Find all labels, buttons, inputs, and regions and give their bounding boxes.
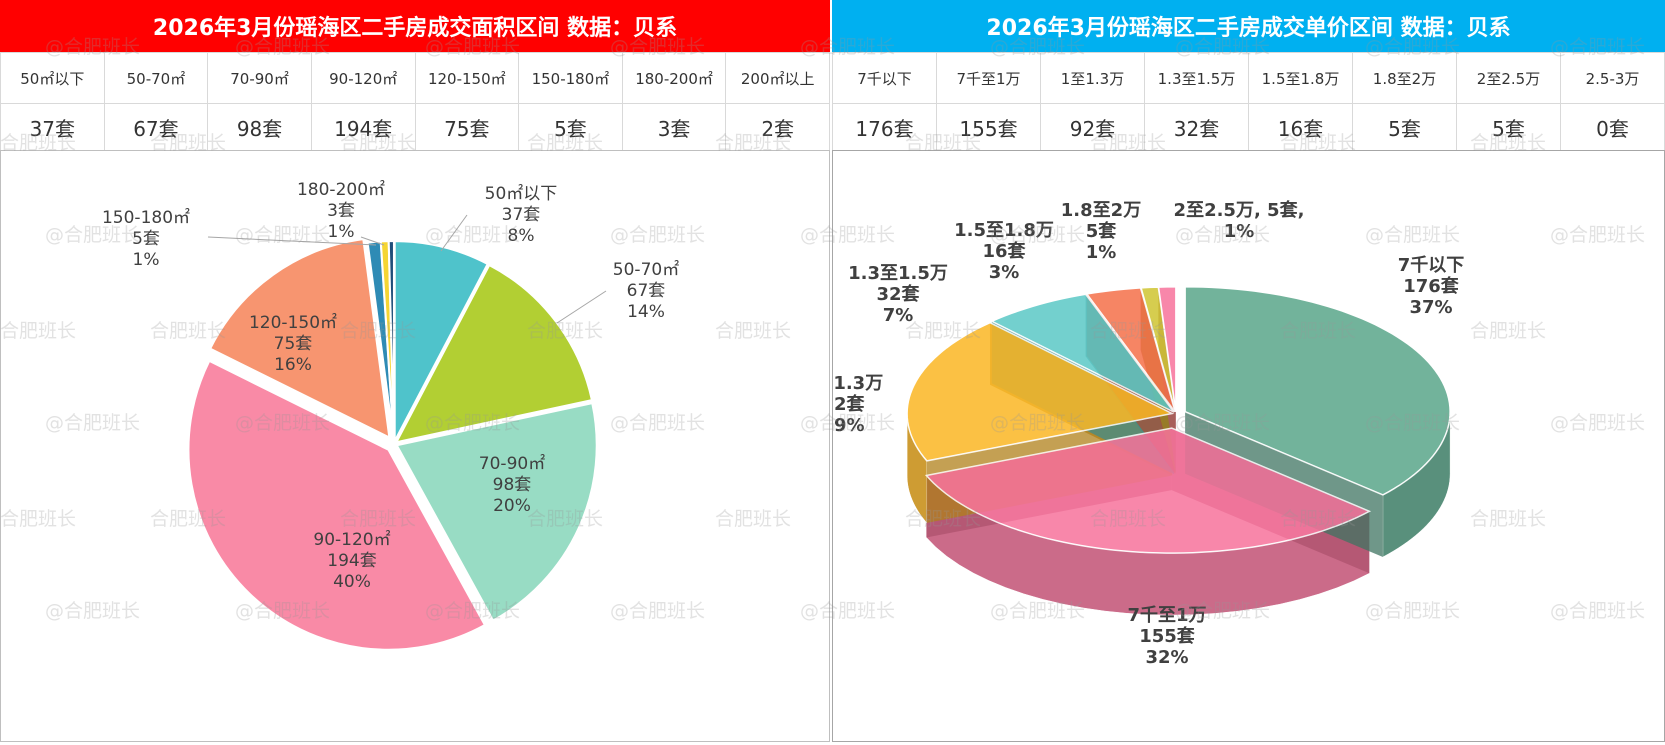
area-pie-chart: 50㎡以下 37套 8% 50-70㎡ 67套 14% 70-90㎡ 98套 20% 90-120… (102, 180, 679, 651)
panel-divider (830, 0, 832, 742)
slice-data-label: 50-70㎡ 67套 14% (613, 260, 679, 322)
table-value-cell: 176套 (832, 103, 937, 151)
slice-data-label: 1.5至1.8万 16套 3% (954, 220, 1054, 283)
pie3d-slice (990, 293, 1175, 413)
table-value-cell: 5套 (518, 103, 623, 151)
slice-data-label: 1至1.3万92套19% (833, 373, 883, 436)
slice-data-label: 50㎡以下 37套 8% (485, 184, 558, 246)
table-value-cell: 5套 (1352, 103, 1457, 151)
table-header-cell: 1.8至2万 (1352, 52, 1457, 104)
table-value-cell: 98套 (207, 103, 312, 151)
price-panel: 2026年3月份瑶海区二手房成交单价区间 数据：贝系 7千以下 7千至1万 1至1.… (803, 0, 1665, 742)
pie-slice (395, 401, 598, 622)
table-value-cell: 194套 (310, 103, 416, 151)
table-value-cell: 5套 (1456, 103, 1561, 151)
area-table: 50㎡以下 50-70㎡ 70-90㎡ 90-120㎡ 120-150㎡ 150-180㎡… (0, 52, 830, 151)
table-value-cell: 37套 (0, 103, 105, 151)
table-value-cell: 75套 (414, 103, 520, 151)
slice-data-label: 1.8至2万 5套 1% (1061, 200, 1141, 263)
leader-line (440, 214, 468, 252)
table-header-cell: 2.5-3万 (1560, 52, 1665, 104)
pie3d-slice (924, 427, 1372, 554)
slice-data-label: 150-180㎡ 5套 1% (102, 208, 190, 270)
table-value-cell: 67套 (103, 103, 209, 151)
leader-line (360, 236, 385, 246)
table-value-cell: 2套 (725, 103, 830, 151)
pie3d-slice (906, 321, 1175, 462)
table-value-cell: 32套 (1144, 103, 1249, 151)
slice-data-label: 7千至1万 155套 32% (1127, 605, 1206, 668)
slice-data-label: 90-120㎡ 194套 40% (313, 530, 390, 592)
area-panel-title: 2026年3月份瑶海区二手房成交面积区间 数据：贝系 (0, 0, 830, 52)
pie-slice (387, 240, 395, 442)
table-header-cell: 150-180㎡ (518, 52, 623, 104)
pie3d-tops (906, 285, 1451, 554)
table-header-cell: 120-150㎡ (414, 52, 520, 104)
pie3d-slice (1085, 287, 1176, 413)
leader-line (556, 290, 607, 324)
slice-data-label: 70-90㎡ 98套 20% (479, 454, 545, 516)
table-header-cell: 7千至1万 (936, 52, 1041, 104)
table-value-cell: 155套 (936, 103, 1041, 151)
table-header-cell: 200㎡以上 (725, 52, 830, 104)
price-table: 7千以下 7千至1万 1至1.3万 1.3至1.5万 1.5至1.8万 1.8至2万 2至2… (832, 52, 1665, 151)
table-header-cell: 50㎡以下 (0, 52, 105, 104)
table-header-cell: 1至1.3万 (1040, 52, 1145, 104)
table-header-cell: 1.3至1.5万 (1144, 52, 1249, 104)
table-header-cell: 180-200㎡ (621, 52, 727, 104)
pie-slice (394, 263, 594, 444)
leader-line (207, 236, 377, 246)
table-header-cell: 7千以下 (832, 52, 937, 104)
pie-slice (393, 240, 490, 442)
table-value-cell: 16套 (1248, 103, 1353, 151)
table-value-cell: 92套 (1040, 103, 1145, 151)
area-panel: 2026年3月份瑶海区二手房成交面积区间 数据：贝系 50㎡以下 50-70㎡ 70… (0, 0, 830, 742)
area-pie-chart-box: 50㎡以下 37套 8% 50-70㎡ 67套 14% 70-90㎡ 98套 20% 90-120… (0, 150, 830, 742)
pie-slice (187, 359, 487, 651)
table-header-cell: 90-120㎡ (310, 52, 416, 104)
pie3d-slice (1184, 285, 1451, 496)
table-header-cell: 70-90㎡ (207, 52, 312, 104)
slice-data-label: 180-200㎡ 3套 1% (297, 180, 385, 242)
table-value-cell: 0套 (1560, 103, 1665, 151)
table-header-cell: 2至2.5万 (1456, 52, 1561, 104)
price-panel-title: 2026年3月份瑶海区二手房成交单价区间 数据：贝系 (832, 0, 1665, 52)
table-header-cell: 1.5至1.8万 (1248, 52, 1353, 104)
slice-data-label: 2至2.5万, 5套, 1% (1174, 199, 1305, 242)
pie-slice (208, 238, 391, 440)
slice-data-label: 120-150㎡ 75套 16% (249, 313, 337, 375)
slice-data-label: 1.3至1.5万 32套 7% (848, 263, 948, 326)
table-value-cell: 3套 (621, 103, 727, 151)
pie3d-slice (1157, 286, 1177, 412)
table-header-cell: 50-70㎡ (103, 52, 209, 104)
slice-data-label: 7千以下 176套 37% (1398, 255, 1465, 318)
